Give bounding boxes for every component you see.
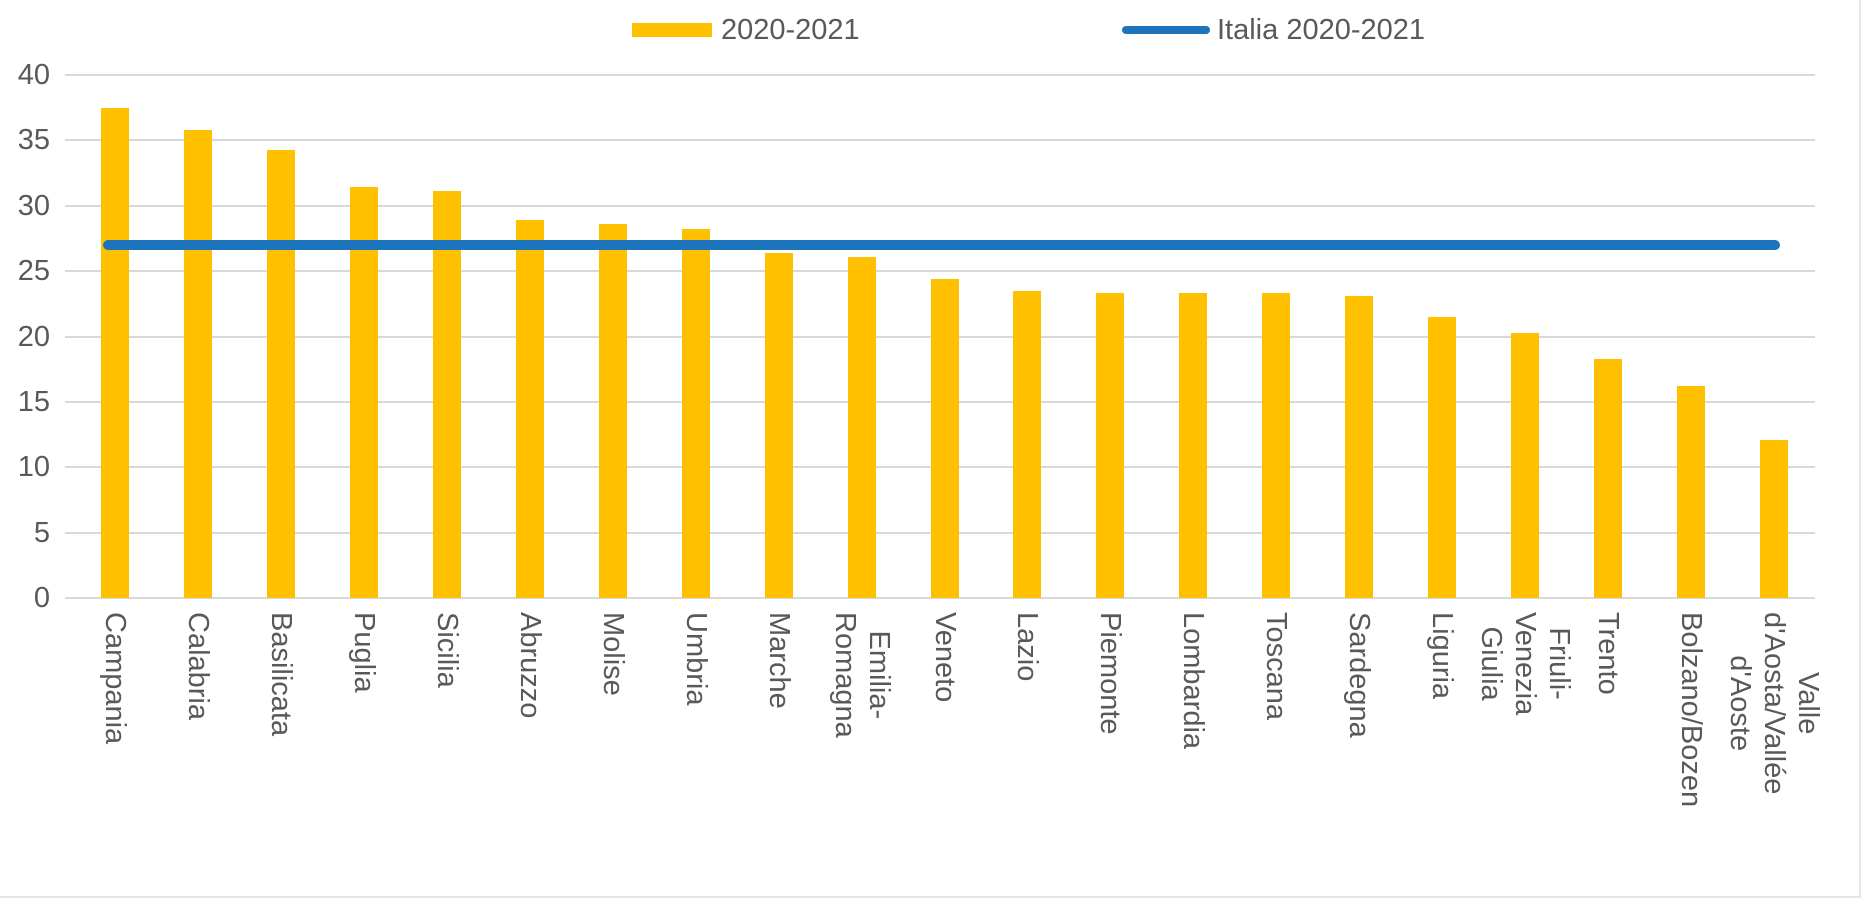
y-axis-tick-label-0: 0 [33,582,50,614]
legend-label: Italia 2020-2021 [1217,13,1425,46]
bar-emilia-romagna [847,256,876,598]
bar-liguria [1427,316,1456,598]
bar-basilicata [267,149,296,598]
bar-sardegna [1345,295,1374,598]
y-axis-tick-label-30: 30 [17,189,50,222]
legend-label: 2020-2021 [721,13,860,46]
bar-sicilia [433,191,462,598]
x-axis-label-sardegna: Sardegna [1343,612,1376,738]
bar-puglia [350,187,379,598]
y-axis-tick-label-40: 40 [17,59,50,91]
bar-lazio [1013,290,1042,598]
y-axis-tick-label-15: 15 [17,385,50,418]
bar-series-swatch-icon [632,23,712,37]
x-axis-label-calabria: Calabria [182,612,215,720]
bar-lombardia [1179,293,1208,598]
x-axis-label-marche: Marche [762,612,795,709]
x-axis-label-sicilia: Sicilia [431,612,464,688]
bar-veneto [930,278,959,598]
bar-piemonte [1096,293,1125,598]
gridline-25 [65,270,1815,273]
x-axis-label-abruzzo: Abruzzo [513,612,546,719]
x-axis-label-liguria: Liguria [1425,612,1458,700]
x-axis-label-umbria: Umbria [679,612,712,706]
bar-valle-d-aosta-vall-e-d-aoste [1759,439,1788,598]
x-axis-label-friuli-venezia-giulia: Friuli-Venezia Giulia [1474,612,1575,716]
x-axis-label-puglia: Puglia [348,612,381,693]
bar-abruzzo [515,220,544,598]
gridline-30 [65,204,1815,207]
line-series-swatch-icon [1122,26,1210,34]
y-axis-tick-label-20: 20 [17,320,50,353]
x-axis-label-toscana: Toscana [1260,612,1293,721]
bar-toscana [1262,293,1291,598]
x-axis-label-lombardia: Lombardia [1177,612,1210,750]
gridline-0 [65,597,1815,599]
y-axis-tick-label-25: 25 [17,255,50,288]
x-axis-label-trento: Trento [1591,612,1624,695]
chart-legend: 2020-2021 Italia 2020-2021 [0,0,1859,60]
legend-item-italia-2020-2021: Italia 2020-2021 [1122,12,1425,48]
gridline-35 [65,139,1815,142]
bar-friuli-venezia-giulia [1510,332,1539,598]
y-axis-tick-label-5: 5 [33,516,50,549]
bar-marche [764,252,793,598]
bar-molise [598,224,627,598]
x-axis-label-molise: Molise [596,612,629,696]
legend-item-2020-2021: 2020-2021 [632,12,860,48]
x-axis-label-piemonte: Piemonte [1094,612,1127,735]
x-axis-label-emilia-romagna: Emilia-Romagna [828,612,895,738]
bar-calabria [184,129,213,598]
x-axis-label-veneto: Veneto [928,612,961,703]
x-axis-label-lazio: Lazio [1011,612,1044,682]
bar-umbria [681,229,710,598]
bar-bolzano-bozen [1676,386,1705,598]
x-axis-label-campania: Campania [99,612,132,745]
italia-average-line [103,239,1780,250]
y-axis-tick-label-35: 35 [17,124,50,157]
x-axis-label-valle-d-aosta-vall-e-d-aoste: Valle d'Aosta/Vallée d'Aoste [1723,612,1824,795]
x-axis-label-bolzano-bozen: Bolzano/Bozen [1674,612,1707,808]
gridline-40 [65,74,1815,76]
bar-trento [1593,358,1622,598]
bar-campania [101,107,130,598]
y-axis-tick-label-10: 10 [17,451,50,484]
x-axis-label-basilicata: Basilicata [265,612,298,737]
